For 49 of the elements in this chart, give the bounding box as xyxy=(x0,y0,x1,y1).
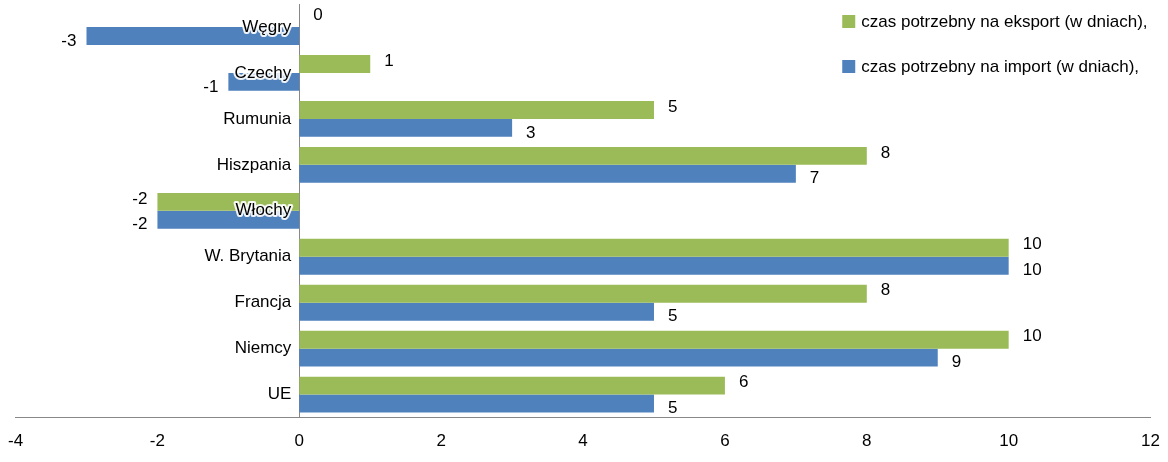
data-label: 1 xyxy=(384,50,394,70)
x-tick-label: -2 xyxy=(149,431,165,451)
data-label: 5 xyxy=(667,398,678,418)
legend-label: czas potrzebny na eksport (w dniach), xyxy=(861,11,1148,31)
x-tick-label: -4 xyxy=(8,431,24,451)
data-label: 6 xyxy=(738,372,749,392)
y-tick-label: UE xyxy=(267,384,292,404)
x-tick-label: 12 xyxy=(1141,431,1161,451)
data-label: 3 xyxy=(526,122,536,142)
bar xyxy=(299,348,938,367)
bar xyxy=(299,284,867,303)
y-tick-label: Francja xyxy=(234,292,292,312)
y-tick-label: Rumunia xyxy=(223,108,292,128)
data-label: 9 xyxy=(951,352,962,372)
legend-label: czas potrzebny na import (w dniach), xyxy=(861,56,1140,76)
x-tick-label: 2 xyxy=(436,431,446,451)
bar xyxy=(299,100,654,119)
data-label: 10 xyxy=(1022,260,1042,280)
bar xyxy=(299,394,654,413)
data-label: 5 xyxy=(667,96,678,116)
data-label: 5 xyxy=(667,306,678,326)
y-tick-label: Niemcy xyxy=(234,338,292,358)
bar xyxy=(299,376,725,395)
bar xyxy=(299,164,796,183)
data-label: 0 xyxy=(313,4,323,24)
data-label: -2 xyxy=(132,214,148,234)
y-tick-label: Włochy xyxy=(235,200,292,220)
bar xyxy=(299,256,1009,275)
data-label: -2 xyxy=(132,188,148,208)
bar xyxy=(299,55,371,73)
x-tick-label: 4 xyxy=(578,431,588,451)
bar xyxy=(299,330,1009,349)
data-label: -1 xyxy=(203,76,219,96)
data-label: 7 xyxy=(809,168,820,188)
y-tick-label: W. Brytania xyxy=(204,246,292,266)
data-label: 10 xyxy=(1022,326,1042,346)
x-tick-label: 8 xyxy=(862,431,872,451)
data-label: -3 xyxy=(61,30,77,50)
bar xyxy=(299,238,1009,257)
x-tick-label: 10 xyxy=(999,431,1019,451)
bar xyxy=(299,146,867,165)
x-tick-label: 0 xyxy=(294,431,305,451)
y-tick-label: Hiszpania xyxy=(216,154,292,174)
bar xyxy=(299,302,654,321)
x-tick-label: 6 xyxy=(720,431,730,451)
data-label: 8 xyxy=(880,142,891,162)
data-label: 10 xyxy=(1022,234,1042,254)
data-label: 8 xyxy=(880,280,891,300)
bar xyxy=(299,118,513,137)
